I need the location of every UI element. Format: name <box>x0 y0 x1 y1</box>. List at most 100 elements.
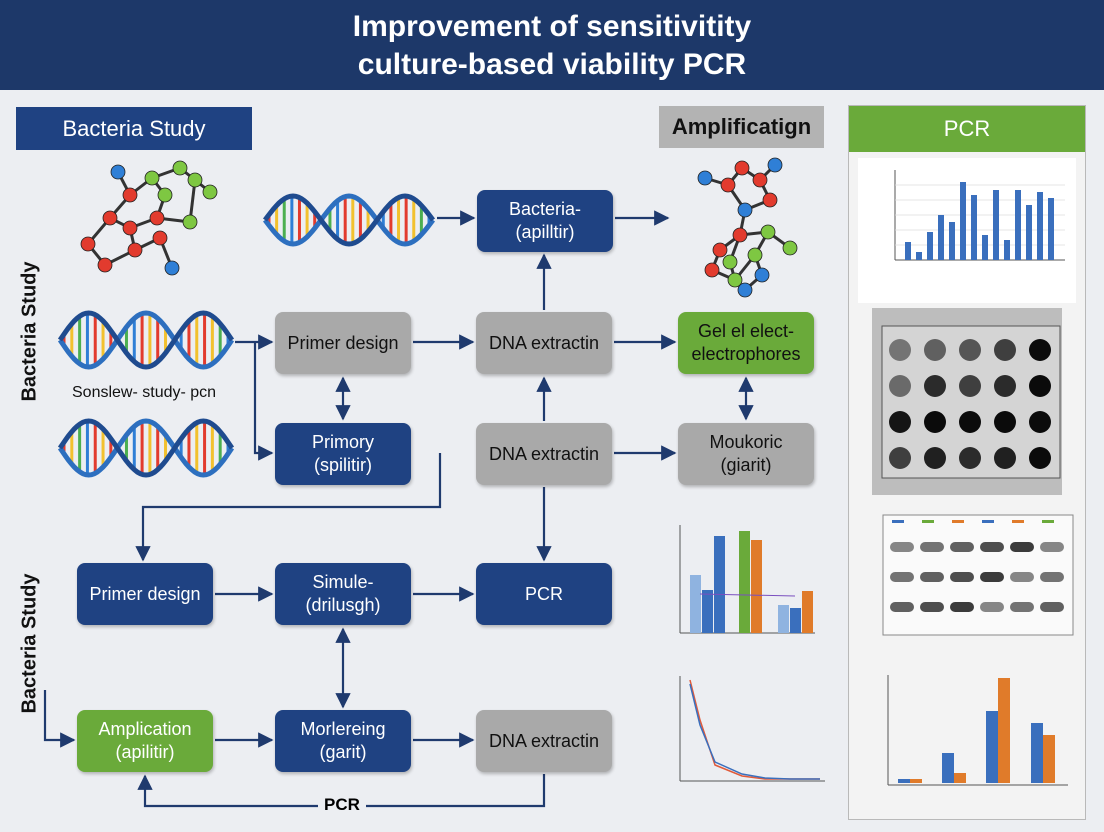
node: PCR <box>476 563 612 625</box>
mini-chart-part <box>882 514 1074 636</box>
mini-chart-part <box>714 536 725 633</box>
node: DNA extractin <box>476 710 612 772</box>
section-header: Bacteria Study <box>16 107 252 150</box>
molecule-part <box>182 214 198 230</box>
molecule-part <box>97 257 113 273</box>
mini-chart-part <box>1010 572 1034 582</box>
molecule-part <box>202 184 218 200</box>
mini-chart-part <box>920 542 944 552</box>
mini-chart-part <box>924 375 946 397</box>
node-text: DNA extractin <box>488 332 600 353</box>
mini-chart-part <box>938 215 944 260</box>
molecule-part <box>737 282 753 298</box>
mini-chart-part <box>699 593 796 597</box>
title-line: Improvement of sensitivitity <box>352 10 752 43</box>
molecule-part <box>127 242 143 258</box>
molecule-part <box>144 170 160 186</box>
node: Bacteria- (apilltir) <box>477 190 613 252</box>
node-text: (apilltir) <box>515 222 575 242</box>
mini-chart-part <box>949 222 955 260</box>
node: DNA extractin <box>476 423 612 485</box>
mini-chart-part <box>980 542 1004 552</box>
node: Primer design <box>77 563 213 625</box>
arrows-part <box>135 453 442 562</box>
mini-chart-part <box>689 679 820 780</box>
node-text: PCR <box>524 583 563 604</box>
mini-chart-part <box>954 773 966 783</box>
mini-chart-part <box>739 531 750 633</box>
molecule <box>80 157 798 298</box>
mini-chart-part <box>751 540 762 633</box>
mini-chart-part <box>1042 520 1054 523</box>
molecule-part <box>187 172 203 188</box>
mini-chart-part <box>1029 339 1051 361</box>
node-text: Primer design <box>287 332 399 353</box>
mini-chart-part <box>1004 240 1010 260</box>
mini-chart-part <box>889 339 911 361</box>
title-line: culture-based viability PCR <box>357 48 747 81</box>
mini-chart-part <box>858 158 1076 303</box>
caption: Sonslew- study- pcn <box>72 384 217 401</box>
node: Primory (spilitir) <box>275 423 411 485</box>
mini-chart-part <box>1015 190 1021 260</box>
molecule-part <box>122 220 138 236</box>
mini-chart-part <box>690 575 701 633</box>
mini-chart-part <box>959 411 981 433</box>
mini-chart-part <box>960 182 966 260</box>
mini-chart-part <box>1029 375 1051 397</box>
node: Primer design <box>275 312 411 374</box>
mini-chart-part <box>1012 520 1024 523</box>
section-header: PCR <box>849 106 1085 152</box>
mini-chart-part <box>993 190 999 260</box>
mini-chart-part <box>950 542 974 552</box>
mini-chart-part <box>959 375 981 397</box>
mini-chart-part <box>924 411 946 433</box>
molecule-part <box>734 160 750 176</box>
mini-chart-part <box>942 753 954 783</box>
mini-chart-part <box>689 683 820 780</box>
molecule-part <box>747 247 763 263</box>
mini-chart-part <box>910 779 922 783</box>
node-text: (spilitir) <box>314 455 372 475</box>
molecule-part <box>720 177 736 193</box>
mini-chart-part <box>994 411 1016 433</box>
mini-chart-part <box>802 591 813 633</box>
mini-chart-part <box>702 590 713 633</box>
node: DNA extractin <box>476 312 612 374</box>
node: Amplication (apilitir) <box>77 710 213 772</box>
node-text: DNA extractin <box>488 443 600 464</box>
mini-chart-part <box>892 520 904 523</box>
mini-chart-part <box>1026 205 1032 260</box>
molecule-part <box>157 187 173 203</box>
arrows <box>43 210 754 808</box>
mini-chart-part <box>1010 542 1034 552</box>
mini-chart-part <box>994 447 1016 469</box>
molecule-part <box>722 254 738 270</box>
dna-helix-part <box>262 193 436 247</box>
mini-chart-part <box>998 678 1010 783</box>
mini-chart-part <box>982 235 988 260</box>
mini-chart-part <box>922 520 934 523</box>
molecule-part <box>704 262 720 278</box>
node: Moukoric (giarit) <box>678 423 814 485</box>
mini-chart-part <box>898 779 910 783</box>
dna-helix-part <box>57 418 235 478</box>
node-text: (apilitir) <box>115 742 175 762</box>
mini-chart-part <box>916 252 922 260</box>
mini-chart-part <box>1040 602 1064 612</box>
mini-chart-part <box>778 605 789 633</box>
mini-chart-part <box>890 602 914 612</box>
molecule-part <box>172 160 188 176</box>
mini-chart-part <box>1040 572 1064 582</box>
molecule-part <box>164 260 180 276</box>
node-text: Simule- <box>312 572 374 592</box>
node-text: DNA extractin <box>488 730 600 751</box>
mini-chart-part <box>905 242 911 260</box>
molecule-part <box>149 210 165 226</box>
node: Morlereing (garit) <box>275 710 411 772</box>
mini-chart-part <box>790 608 801 633</box>
mini-chart-part <box>1040 542 1064 552</box>
